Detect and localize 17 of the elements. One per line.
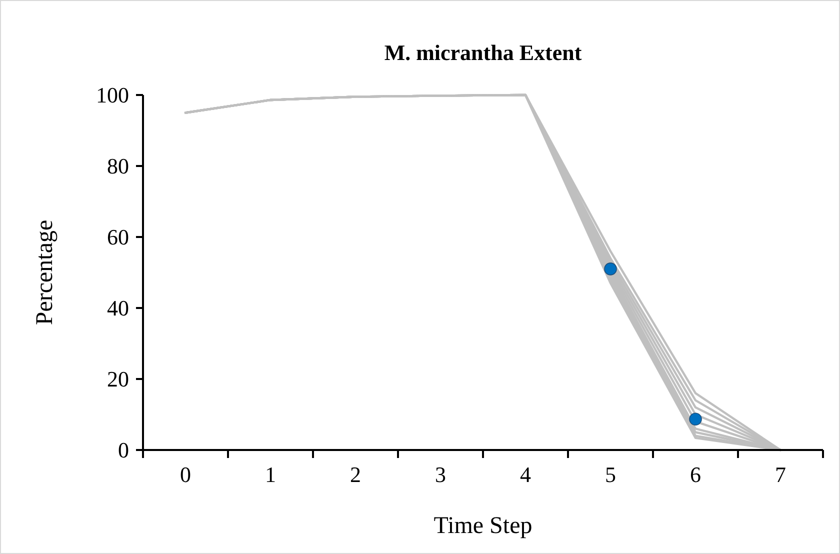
chart-title: M. micrantha Extent [384, 40, 582, 65]
x-tick-label: 3 [435, 462, 446, 487]
y-tick-label: 40 [107, 296, 129, 321]
y-tick-label: 80 [107, 154, 129, 179]
y-tick-label: 20 [107, 366, 129, 392]
y-tick-label: 100 [96, 82, 129, 108]
y-tick-label: 60 [107, 224, 129, 250]
x-tick-label: 4 [520, 462, 531, 487]
x-axis-title: Time Step [434, 513, 532, 539]
x-tick-label: 1 [265, 462, 276, 487]
x-tick-label: 7 [775, 462, 786, 487]
y-tick-label: 0 [118, 438, 129, 463]
x-tick-label: 0 [180, 462, 191, 487]
x-tick-label: 6 [690, 462, 701, 487]
x-tick-label: 2 [350, 462, 361, 487]
y-axis-title: Percentage [32, 220, 58, 326]
x-tick-label: 5 [605, 462, 616, 487]
